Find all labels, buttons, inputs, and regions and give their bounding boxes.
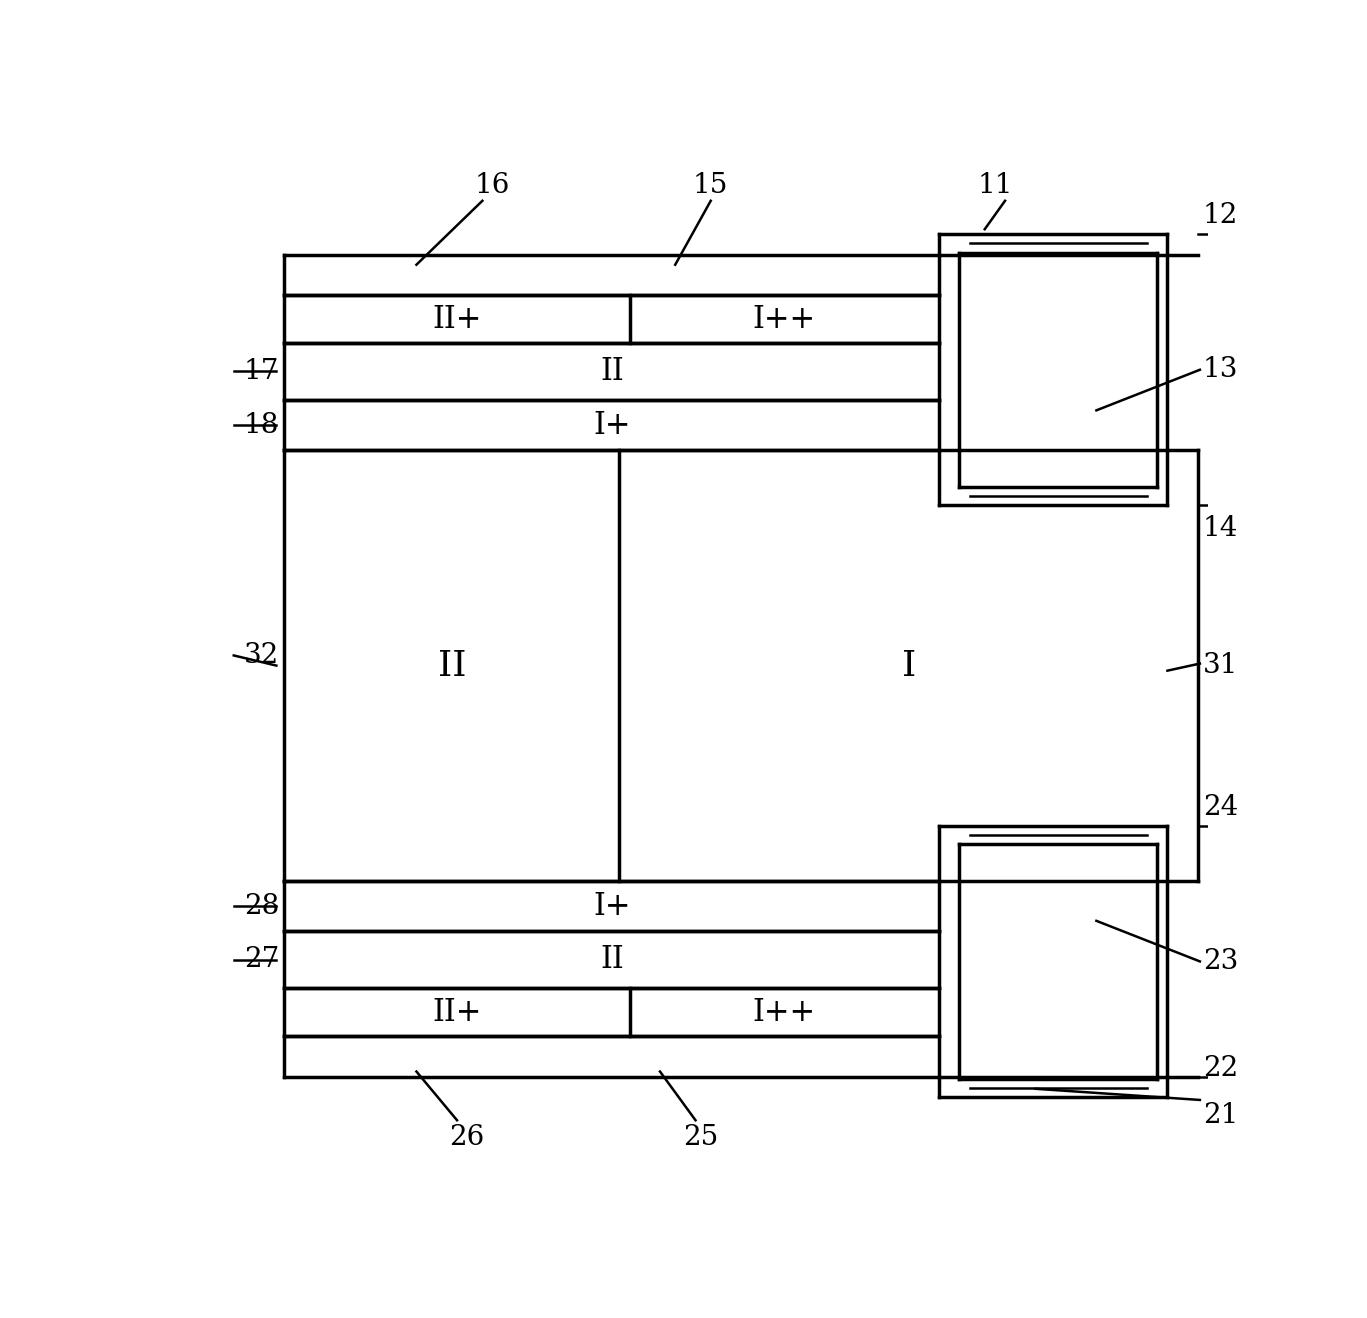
Text: 16: 16 xyxy=(474,171,510,199)
Text: 31: 31 xyxy=(1203,652,1239,679)
Text: I++: I++ xyxy=(753,303,816,335)
Text: 17: 17 xyxy=(243,357,279,385)
Text: 25: 25 xyxy=(684,1124,718,1152)
Text: 28: 28 xyxy=(245,892,279,920)
Text: I+: I+ xyxy=(593,410,630,440)
Text: 18: 18 xyxy=(245,411,279,439)
Text: 11: 11 xyxy=(977,171,1013,199)
Text: 27: 27 xyxy=(245,946,279,974)
Text: 22: 22 xyxy=(1203,1054,1239,1082)
Text: II+: II+ xyxy=(432,996,481,1028)
Text: 21: 21 xyxy=(1203,1102,1239,1130)
Text: 24: 24 xyxy=(1203,793,1239,821)
Text: 13: 13 xyxy=(1203,356,1239,384)
Text: 23: 23 xyxy=(1203,948,1239,975)
Text: I+: I+ xyxy=(593,891,630,921)
Text: 26: 26 xyxy=(450,1124,485,1152)
Text: I++: I++ xyxy=(753,996,816,1028)
Text: 14: 14 xyxy=(1203,515,1239,543)
Text: 32: 32 xyxy=(245,642,279,670)
Text: 12: 12 xyxy=(1203,202,1239,229)
Text: 15: 15 xyxy=(693,171,729,199)
Text: II: II xyxy=(437,648,466,683)
Text: II: II xyxy=(600,945,623,975)
Text: II: II xyxy=(600,356,623,386)
Text: I: I xyxy=(901,648,916,683)
Text: II+: II+ xyxy=(432,303,481,335)
